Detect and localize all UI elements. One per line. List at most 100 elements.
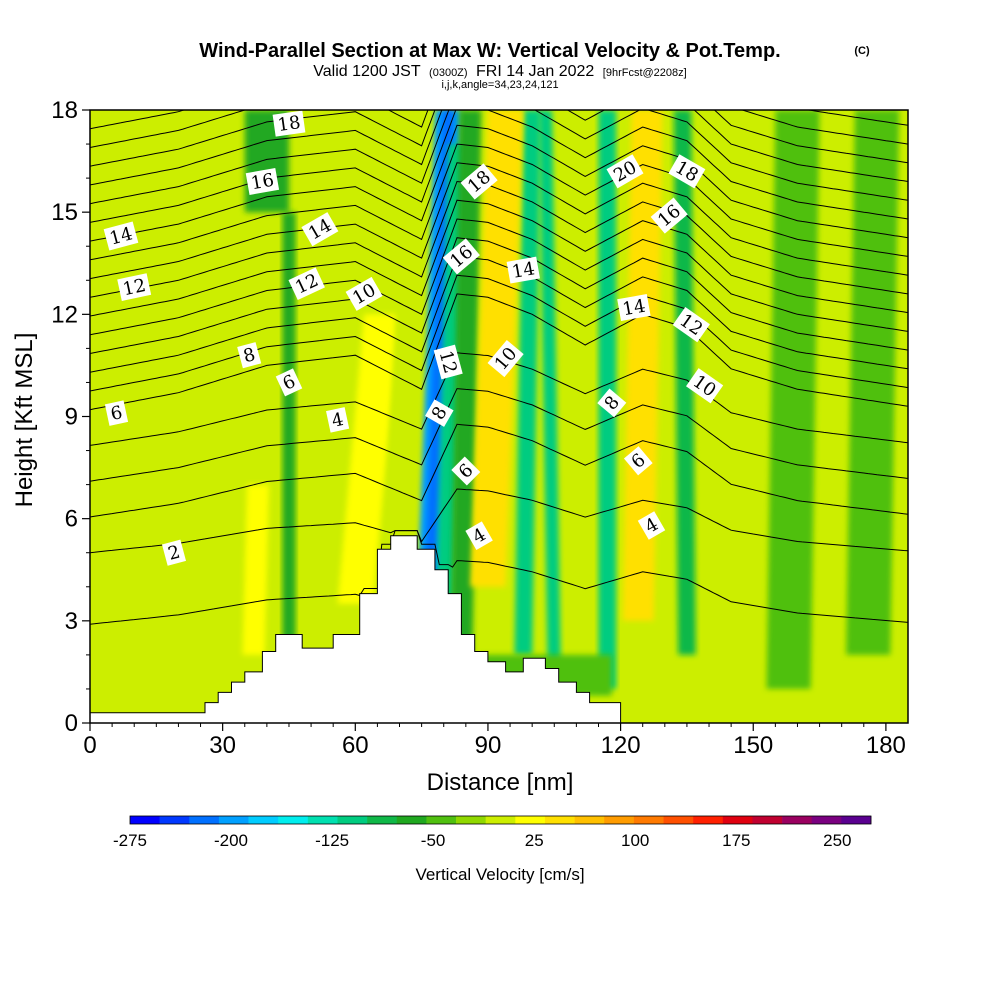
x-tick-label-2: 60 [342, 732, 369, 759]
theta-contour-19 [90, 110, 908, 167]
theta-contour-2 [90, 488, 908, 554]
colorbar-swatch-16 [604, 816, 635, 824]
contour-label-12: 8 [425, 399, 454, 427]
theta-contour-13 [90, 162, 908, 280]
velocity-cell-12 [470, 110, 524, 587]
x-tick-label-1: 30 [209, 732, 236, 759]
contour-label-11: 18 [272, 110, 306, 137]
colorbar-tick-label-7: 250 [823, 831, 851, 850]
theta-contour-16 [90, 110, 908, 223]
colorbar-tick-label-2: -125 [315, 831, 349, 850]
colorbar: -275 -200 -125 -50 25 100 175 250 [113, 815, 872, 850]
contour-label-bg [597, 388, 627, 418]
contour-label-bg [425, 399, 454, 427]
contour-label-bg [460, 163, 498, 200]
velocity-cell-6 [673, 110, 696, 655]
y-axis-label: Height [Kft MSL] [11, 333, 38, 508]
colorbar-frame [129, 815, 872, 825]
colorbar-swatch-9 [396, 816, 427, 824]
colorbar-swatch-2 [189, 816, 220, 824]
contour-label-bg [637, 511, 666, 540]
axes: 0 30 60 90 120 150 180 0 3 6 9 12 15 18 [51, 97, 906, 759]
contour-label-bg [668, 154, 706, 189]
theta-contour-4 [90, 388, 908, 482]
colorbar-tick-label-6: 175 [722, 831, 750, 850]
colorbar-label: Vertical Velocity [cm/s] [415, 865, 584, 884]
contour-label-text: 14 [621, 296, 647, 321]
contour-label-3: 6 [275, 368, 303, 397]
colorbar-swatch-6 [307, 816, 338, 824]
contour-label-text: 2 [166, 542, 182, 565]
contour-label-bg [465, 521, 493, 550]
contour-label-10: 16 [245, 168, 280, 195]
theta-contour-1 [90, 530, 908, 625]
contour-label-15: 4 [465, 521, 493, 550]
y-tick-label-2: 6 [65, 506, 78, 533]
theta-contour-10 [90, 218, 908, 336]
theta-contour-7 [90, 274, 908, 392]
contour-label-text: 6 [109, 402, 125, 425]
contour-label-bg [245, 168, 280, 195]
colorbar-swatch-14 [544, 816, 575, 824]
contour-label-text: 8 [241, 344, 257, 367]
contour-label-bg [650, 197, 688, 234]
velocity-cell-3 [514, 110, 541, 655]
colorbar-swatch-24 [841, 816, 872, 824]
x-tick-label-3: 90 [475, 732, 502, 759]
contour-label-18: 14 [506, 256, 540, 284]
subtitle-valid: Valid 1200 JST [313, 63, 421, 80]
contour-label-bg [442, 238, 480, 275]
colorbar-swatch-11 [456, 816, 486, 824]
theta-contour-15 [90, 124, 908, 242]
colorbar-swatch-17 [633, 816, 664, 824]
contour-label-bg [104, 400, 129, 426]
velocity-cell-13 [622, 110, 663, 621]
subtitle-utc: (0300Z) [429, 67, 468, 79]
colorbar-swatch-8 [367, 816, 398, 824]
velocity-cell-14 [337, 314, 400, 604]
colorbar-swatch-19 [693, 816, 724, 824]
contour-label-bg [345, 276, 383, 311]
colorbar-tick-label-5: 100 [621, 831, 649, 850]
contour-label-bg [103, 221, 139, 251]
contour-label-14: 6 [451, 456, 481, 486]
contour-label-4: 8 [237, 342, 262, 369]
title-copyright-mark: (C) [854, 45, 870, 57]
x-tick-label-4: 120 [601, 732, 641, 759]
velocity-field [90, 110, 908, 723]
contour-label-2: 6 [104, 400, 129, 426]
velocity-cell-4 [538, 110, 561, 672]
theta-contour-20 [90, 110, 908, 148]
velocity-cell-9 [766, 110, 820, 689]
contour-label-bg [686, 368, 724, 404]
colorbar-swatch-4 [248, 816, 279, 824]
x-tick-label-6: 180 [866, 732, 906, 759]
contour-label-bg [161, 539, 187, 566]
contour-label-22: 4 [637, 511, 666, 540]
theta-contour-3 [90, 423, 908, 518]
contour-label-text: 12 [121, 275, 148, 300]
theta-contour-17 [90, 110, 908, 205]
theta-contours [90, 110, 908, 625]
x-tick-label-5: 150 [733, 732, 773, 759]
velocity-cell-7 [282, 212, 296, 645]
contour-label-6: 12 [117, 273, 152, 301]
plot-area [90, 110, 908, 723]
y-tick-label-0: 0 [65, 710, 78, 737]
theta-contour-18 [90, 110, 908, 186]
colorbar-swatch-21 [752, 816, 783, 824]
theta-contour-12 [90, 180, 908, 298]
y-tick-label-4: 12 [51, 301, 78, 328]
contour-label-0: 2 [161, 539, 187, 566]
contour-label-1: 4 [326, 407, 350, 433]
contour-label-bg [288, 267, 325, 301]
colorbar-swatch-12 [485, 816, 516, 824]
contour-label-bg [433, 344, 463, 380]
subtitle-forecast: [9hrFcst@2208z] [603, 67, 687, 79]
colorbar-swatch-22 [782, 816, 813, 824]
colorbar-swatch-13 [515, 816, 546, 824]
contour-label-21: 6 [623, 446, 653, 476]
colorbar-swatch-18 [663, 816, 694, 824]
colorbar-swatch-1 [159, 816, 190, 824]
